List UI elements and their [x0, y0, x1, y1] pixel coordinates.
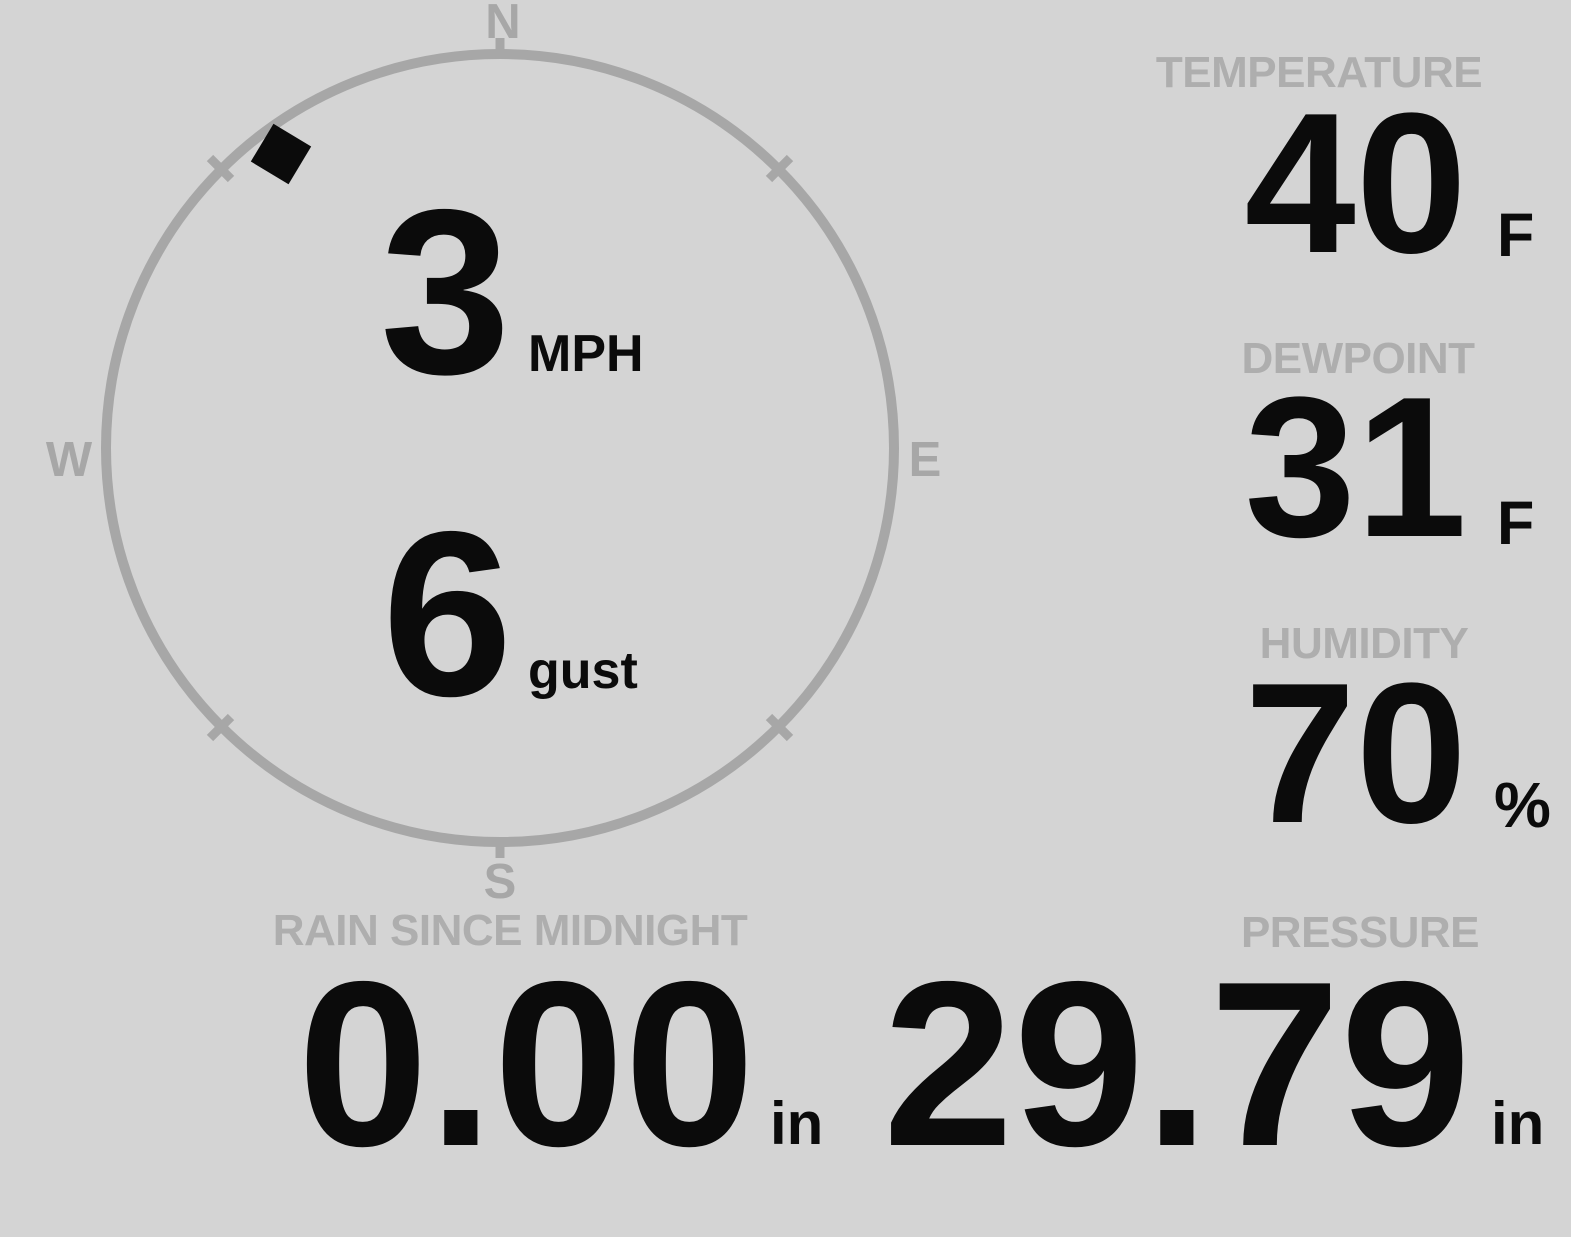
pressure-label: PRESSURE — [1240, 908, 1480, 957]
humidity-unit: % — [1494, 769, 1551, 841]
compass-label-south: S — [483, 855, 517, 909]
pressure-unit: in — [1491, 1090, 1545, 1157]
compass-label-north: N — [485, 0, 521, 49]
compass-label-west: W — [45, 433, 93, 487]
dewpoint-unit: F — [1497, 489, 1535, 557]
humidity-label: HUMIDITY — [1259, 619, 1469, 668]
rain-unit: in — [770, 1090, 824, 1157]
humidity-value: 70 — [1244, 642, 1467, 865]
temperature-value: 40 — [1244, 72, 1467, 295]
compass-label-east: E — [908, 433, 942, 487]
compass-tick-sw — [206, 713, 235, 742]
compass-tick-se — [765, 713, 794, 742]
temperature-label: TEMPERATURE — [1155, 48, 1483, 97]
wind-gust-unit: gust — [528, 642, 638, 700]
dewpoint-value: 31 — [1244, 356, 1467, 579]
rain-value: 0.00 — [297, 932, 755, 1195]
compass-tick-nw — [206, 154, 235, 183]
rain-label: RAIN SINCE MIDNIGHT — [272, 906, 748, 955]
pressure-value: 29.79 — [882, 932, 1471, 1195]
temperature-unit: F — [1497, 201, 1535, 269]
wind-compass — [101, 38, 899, 858]
compass-tick-ne — [765, 154, 794, 183]
wind-gust-value: 6 — [382, 482, 513, 745]
wind-speed-value: 3 — [380, 160, 511, 423]
wind-direction-marker-icon — [250, 123, 312, 185]
wind-speed-unit: MPH — [528, 325, 644, 383]
dewpoint-label: DEWPOINT — [1241, 334, 1475, 383]
